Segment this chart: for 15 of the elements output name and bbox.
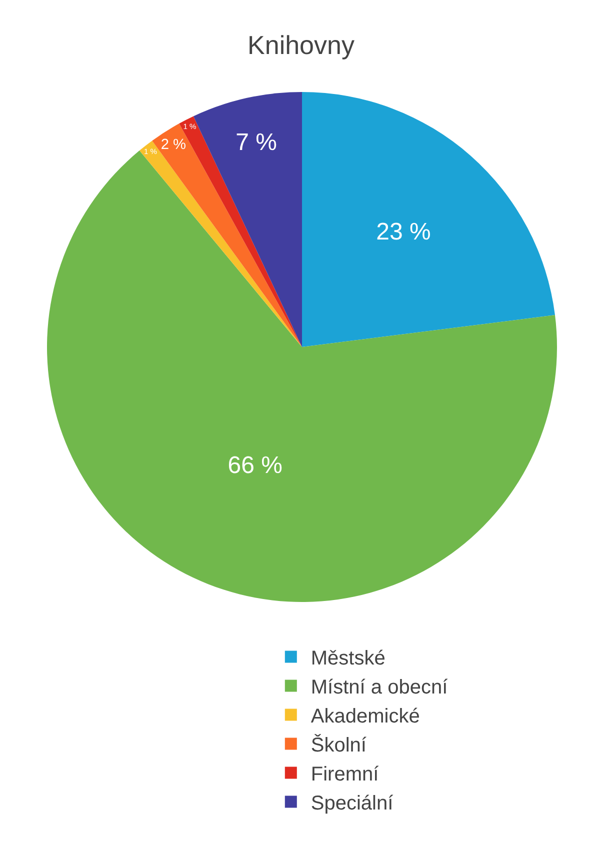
data-label: 2 %	[160, 136, 186, 153]
pie-slice	[302, 92, 555, 347]
data-label: 1 %	[144, 147, 158, 156]
legend-label: Akademické	[310, 706, 420, 728]
legend-label: Městské	[310, 648, 386, 670]
chart-title: Knihovny	[248, 30, 354, 60]
legend-label: Speciální	[310, 792, 394, 815]
data-label: 7 %	[236, 129, 278, 156]
data-label: 66 %	[228, 452, 282, 480]
pie-slice	[47, 150, 557, 602]
legend-label: Firemní	[310, 764, 380, 786]
data-label: 23 %	[376, 218, 431, 246]
data-label: 1 %	[183, 122, 197, 132]
legend-label: Místní a obecní	[310, 676, 448, 699]
legend-label: Školní	[310, 734, 367, 757]
